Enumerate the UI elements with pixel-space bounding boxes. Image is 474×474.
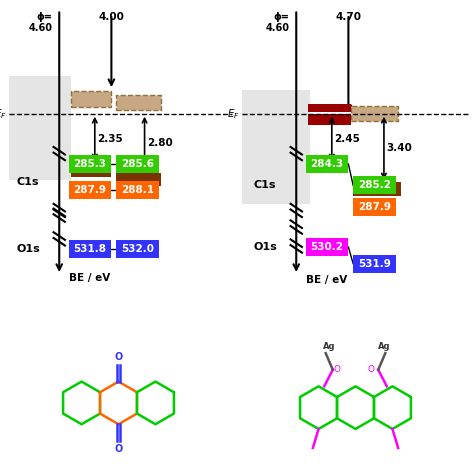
Bar <box>69 240 111 258</box>
Bar <box>116 173 161 186</box>
Bar <box>306 155 348 173</box>
Text: BE / eV: BE / eV <box>306 275 347 285</box>
Text: ϕ=
4.60: ϕ= 4.60 <box>265 12 289 34</box>
Text: 288.1: 288.1 <box>121 185 154 195</box>
Bar <box>116 155 159 173</box>
Bar <box>116 95 161 110</box>
Bar <box>116 240 159 258</box>
Text: 287.9: 287.9 <box>73 185 107 195</box>
Text: 3.40: 3.40 <box>386 143 412 153</box>
Text: 531.8: 531.8 <box>73 244 107 255</box>
Text: 4.00: 4.00 <box>99 12 124 22</box>
Text: $E_F$: $E_F$ <box>227 107 239 121</box>
Text: 530.2: 530.2 <box>310 242 344 252</box>
Text: 2.45: 2.45 <box>334 134 360 144</box>
Text: 284.3: 284.3 <box>310 159 344 169</box>
Text: O: O <box>334 365 341 374</box>
Bar <box>116 181 159 199</box>
Text: C1s: C1s <box>254 180 276 190</box>
Text: $E_F$: $E_F$ <box>0 107 7 121</box>
Bar <box>71 164 111 177</box>
Bar <box>69 155 111 173</box>
Text: O: O <box>114 444 123 454</box>
Bar <box>353 176 396 194</box>
Bar <box>308 114 351 125</box>
Text: 285.6: 285.6 <box>121 159 154 169</box>
Text: 2.35: 2.35 <box>97 134 123 144</box>
Text: 287.9: 287.9 <box>358 201 391 212</box>
Bar <box>353 255 396 273</box>
Text: Ag: Ag <box>378 342 391 351</box>
Bar <box>9 76 71 180</box>
Text: C1s: C1s <box>17 177 39 187</box>
Text: O1s: O1s <box>17 244 40 255</box>
Text: 2.80: 2.80 <box>147 138 173 148</box>
Text: O: O <box>114 352 123 362</box>
Text: 531.9: 531.9 <box>358 258 391 269</box>
Text: Ag: Ag <box>323 342 336 351</box>
Bar <box>353 182 401 196</box>
Text: O1s: O1s <box>254 242 277 252</box>
Text: 4.70: 4.70 <box>336 12 361 22</box>
Text: ϕ=
4.60: ϕ= 4.60 <box>28 12 52 34</box>
Bar <box>69 181 111 199</box>
Bar <box>306 238 348 256</box>
Text: BE / eV: BE / eV <box>69 273 110 283</box>
Bar <box>242 90 310 204</box>
Text: 285.2: 285.2 <box>358 180 391 191</box>
Bar <box>353 198 396 216</box>
Text: O: O <box>368 365 375 374</box>
Bar <box>308 104 351 112</box>
Bar <box>351 106 398 121</box>
Text: 285.3: 285.3 <box>73 159 107 169</box>
Bar <box>71 91 111 107</box>
Text: 532.0: 532.0 <box>121 244 154 255</box>
